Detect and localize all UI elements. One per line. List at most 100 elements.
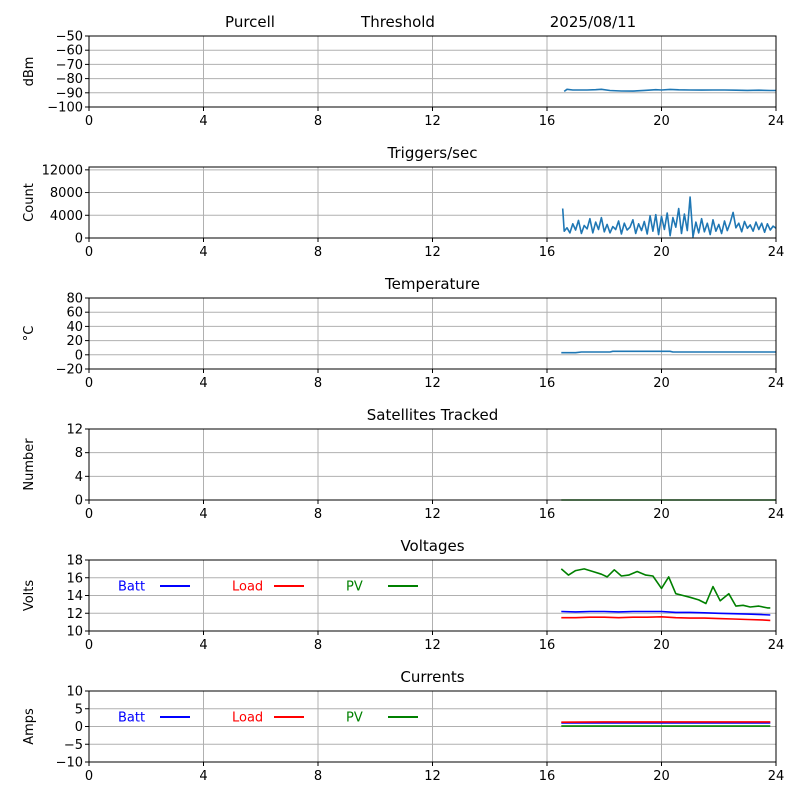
y-tick-label: −10 — [56, 756, 83, 771]
x-tick-label: 8 — [314, 638, 322, 653]
y-tick-label: −20 — [56, 363, 83, 378]
x-tick-label: 24 — [768, 376, 785, 391]
x-tick-label: 8 — [314, 507, 322, 522]
x-tick-label: 12 — [424, 769, 441, 784]
x-tick-label: 20 — [653, 769, 670, 784]
series-line-1 — [563, 88, 776, 93]
panel-1: 0 4 8 12 16 20 24 −100−90−80−70−60−50 dBm — [22, 30, 784, 130]
x-tick-label: 20 — [653, 507, 670, 522]
x-tick-label: 16 — [539, 245, 556, 260]
y-axis-label: °C — [22, 326, 37, 342]
panel-title: Temperature — [384, 275, 480, 293]
y-tick-label: −100 — [47, 101, 83, 116]
header-date: 2025/08/11 — [550, 13, 636, 31]
x-tick-label: 8 — [314, 769, 322, 784]
y-tick-label: −90 — [56, 86, 83, 101]
panel-title: Satellites Tracked — [367, 406, 498, 424]
legend-label-pv: PV — [346, 711, 363, 726]
y-tick-label: 4000 — [50, 209, 83, 224]
x-tick-label: 4 — [199, 507, 207, 522]
y-tick-label: 8000 — [50, 186, 83, 201]
x-tick-label: 12 — [424, 376, 441, 391]
panel-title: Currents — [400, 668, 464, 686]
legend-label-pv: PV — [346, 580, 363, 595]
x-tick-label: 20 — [653, 376, 670, 391]
y-tick-label: 40 — [66, 320, 83, 335]
x-tick-label: 16 — [539, 507, 556, 522]
y-tick-label: 4 — [75, 470, 83, 485]
x-tick-label: 8 — [314, 114, 322, 129]
y-tick-label: −80 — [56, 72, 83, 87]
x-tick-label: 0 — [85, 638, 93, 653]
x-tick-label: 24 — [768, 245, 785, 260]
y-axis-label: dBm — [22, 57, 37, 87]
series-line-1 — [561, 196, 777, 238]
x-tick-label: 24 — [768, 114, 785, 129]
header-mode: Threshold — [360, 13, 435, 31]
y-tick-label: 8 — [75, 446, 83, 461]
x-tick-label: 4 — [199, 376, 207, 391]
series-line-load — [561, 615, 771, 622]
x-tick-label: 12 — [424, 638, 441, 653]
legend-label-load: Load — [232, 711, 263, 726]
x-tick-label: 0 — [85, 376, 93, 391]
y-tick-label: −60 — [56, 44, 83, 59]
y-axis-label: Volts — [22, 580, 37, 612]
x-tick-label: 0 — [85, 507, 93, 522]
y-tick-label: 5 — [75, 702, 83, 717]
y-tick-label: 0 — [75, 232, 83, 247]
x-tick-label: 4 — [199, 638, 207, 653]
legend-label-load: Load — [232, 580, 263, 595]
panel-6: 0 4 8 12 16 20 24 −10 −5 0 5 10 Currents Amps Batt Load… — [22, 668, 784, 784]
y-tick-label: 0 — [75, 720, 83, 735]
series-line-pv — [560, 568, 771, 609]
x-tick-label: 20 — [653, 245, 670, 260]
y-tick-label: −70 — [56, 58, 83, 73]
x-tick-label: 0 — [85, 769, 93, 784]
series-line-1 — [561, 350, 776, 354]
y-tick-label: 10 — [66, 685, 83, 700]
x-tick-label: 12 — [424, 507, 441, 522]
legend-label-batt: Batt — [118, 711, 145, 726]
x-tick-label: 16 — [539, 376, 556, 391]
series-line-batt — [561, 610, 771, 616]
y-tick-label: 0 — [75, 494, 83, 509]
panel-title: Voltages — [400, 537, 464, 555]
y-tick-label: 60 — [66, 306, 83, 321]
y-tick-label: 10 — [66, 625, 83, 640]
x-tick-label: 20 — [653, 638, 670, 653]
x-tick-label: 16 — [539, 769, 556, 784]
y-tick-label: 0 — [75, 348, 83, 363]
y-tick-label: 14 — [66, 589, 83, 604]
y-tick-label: 20 — [66, 334, 83, 349]
x-tick-label: 16 — [539, 638, 556, 653]
x-tick-label: 24 — [768, 507, 785, 522]
x-tick-label: 12 — [424, 245, 441, 260]
y-tick-label: 18 — [66, 554, 83, 569]
x-tick-label: 20 — [653, 114, 670, 129]
x-tick-label: 0 — [85, 245, 93, 260]
x-tick-label: 4 — [199, 769, 207, 784]
x-tick-label: 8 — [314, 376, 322, 391]
x-tick-label: 12 — [424, 114, 441, 129]
x-tick-label: 24 — [768, 769, 785, 784]
y-tick-label: 12 — [66, 607, 83, 622]
y-tick-label: −50 — [56, 30, 83, 45]
header: Purcell Threshold 2025/08/11 — [225, 13, 636, 31]
x-tick-label: 4 — [199, 245, 207, 260]
x-tick-label: 8 — [314, 245, 322, 260]
y-tick-label: 80 — [66, 292, 83, 307]
x-tick-label: 0 — [85, 114, 93, 129]
header-station: Purcell — [225, 13, 275, 31]
panel-2: 0 4 8 12 16 20 24 0 4000 8000 12000 Triggers/sec Cou… — [22, 144, 784, 260]
x-tick-label: 4 — [199, 114, 207, 129]
x-tick-label: 24 — [768, 638, 785, 653]
panel-4: 0 4 8 12 16 20 24 0 4 8 12 Satellites Tracked Number — [22, 406, 784, 522]
panel-5: 0 4 8 12 16 20 24 10 12 14 16 18 Voltages Volts Batt Lo… — [22, 537, 784, 653]
x-tick-label: 16 — [539, 114, 556, 129]
legend-label-batt: Batt — [118, 580, 145, 595]
y-axis-label: Amps — [22, 708, 37, 745]
y-axis-label: Count — [22, 183, 37, 222]
